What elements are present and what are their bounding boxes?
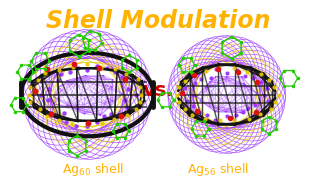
Text: Shell Modulation: Shell Modulation xyxy=(46,9,271,33)
Text: vs.: vs. xyxy=(143,81,174,100)
Text: $\mathrm{Ag_{60}}$ shell: $\mathrm{Ag_{60}}$ shell xyxy=(62,161,124,178)
Text: $\mathrm{Ag_{56}}$ shell: $\mathrm{Ag_{56}}$ shell xyxy=(187,161,249,178)
